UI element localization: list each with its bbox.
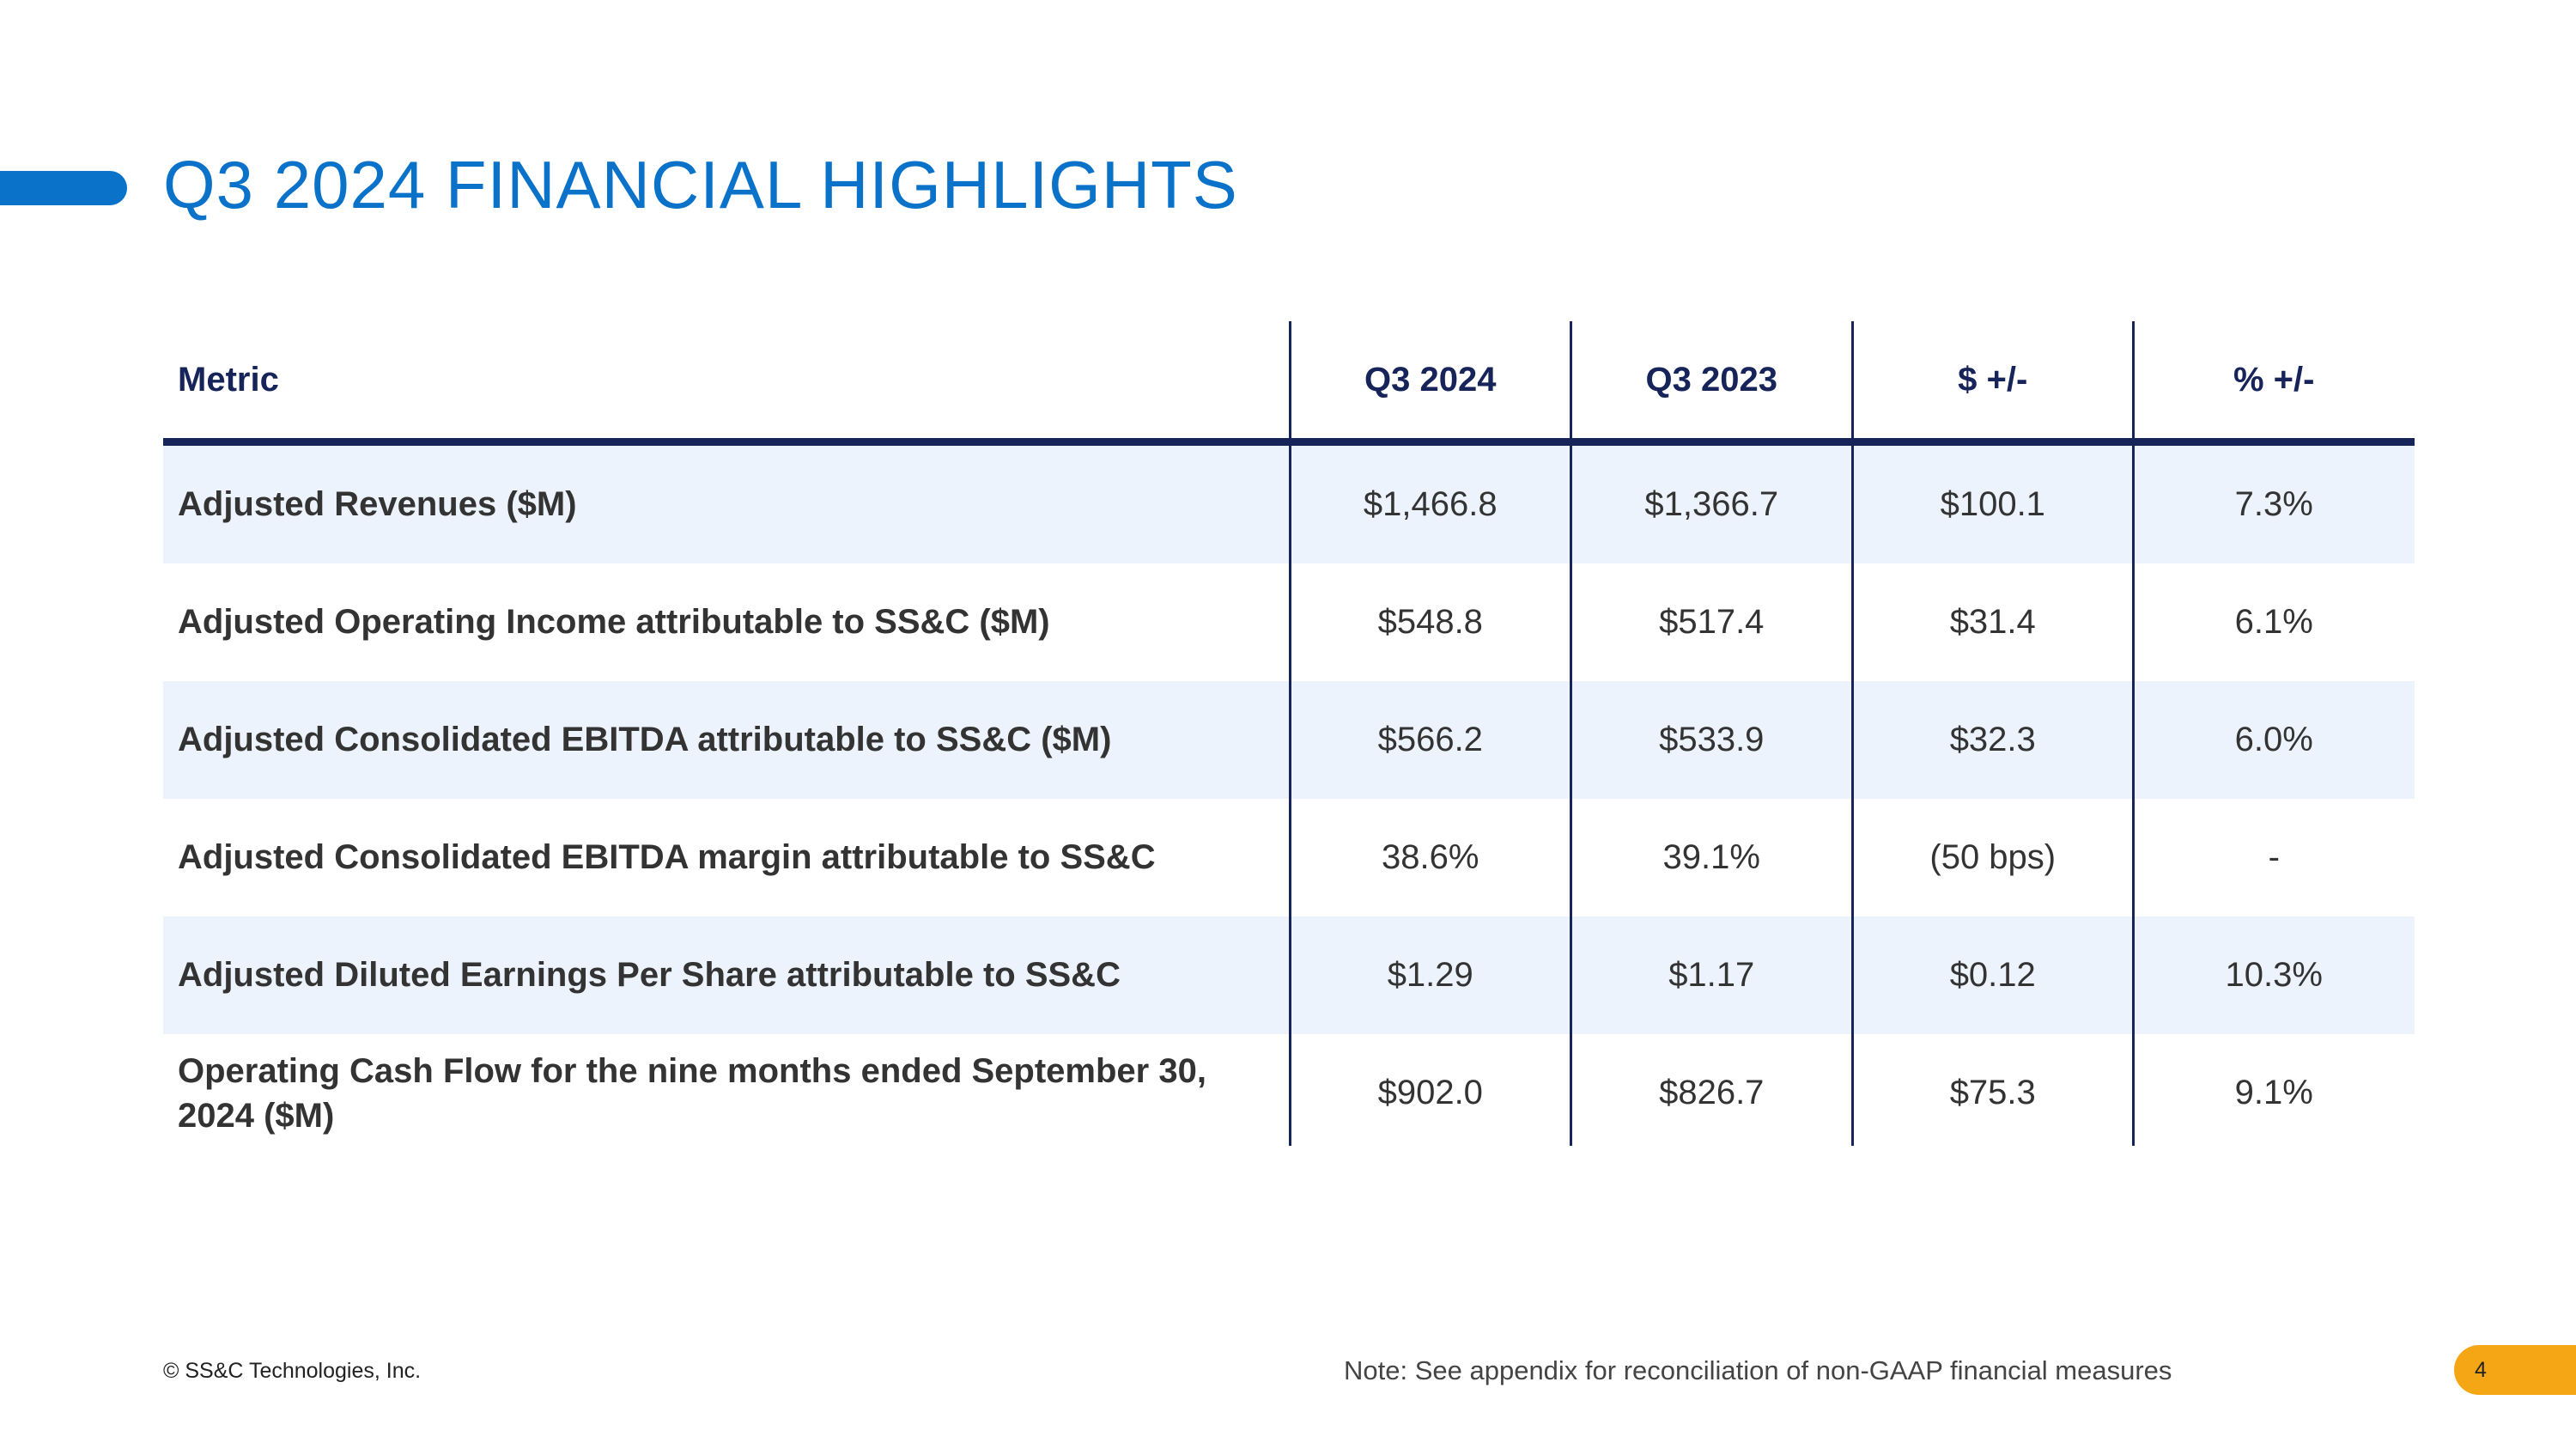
column-divider <box>1851 321 1854 1146</box>
header-dollar-change: $ +/- <box>1958 360 2028 399</box>
value-dollar-change: $31.4 <box>1949 603 2036 641</box>
value-pct-change: 9.1% <box>2234 1074 2313 1111</box>
column-divider <box>2132 321 2135 1146</box>
value-q3-2024: 38.6% <box>1382 838 1479 876</box>
header-pct-change: % +/- <box>2233 360 2315 399</box>
page-title: Q3 2024 FINANCIAL HIGHLIGHTS <box>163 147 1238 222</box>
value-dollar-change: $32.3 <box>1949 721 2036 758</box>
value-q3-2024: $566.2 <box>1377 721 1483 758</box>
value-pct-change: - <box>2268 838 2280 876</box>
column-divider <box>1289 321 1291 1146</box>
value-q3-2023: $517.4 <box>1659 603 1765 641</box>
metric-label: Adjusted Operating Income attributable t… <box>178 603 1050 641</box>
financial-highlights-table: Metric Q3 2024 Q3 2023 $ +/- % +/- Adjus… <box>163 321 2415 1152</box>
column-divider <box>1570 321 1572 1146</box>
header-q3-2023: Q3 2023 <box>1645 360 1777 399</box>
value-q3-2023: 39.1% <box>1662 838 1760 876</box>
metric-label: Adjusted Consolidated EBITDA margin attr… <box>178 838 1156 876</box>
value-q3-2023: $1,366.7 <box>1644 485 1779 523</box>
value-pct-change: 10.3% <box>2225 956 2323 994</box>
page-number-badge: 4 <box>2454 1345 2576 1395</box>
header-q3-2024: Q3 2024 <box>1364 360 1497 399</box>
value-q3-2024: $1.29 <box>1387 956 1473 994</box>
metric-label: Adjusted Consolidated EBITDA attributabl… <box>178 721 1112 758</box>
copyright-text: © SS&C Technologies, Inc. <box>163 1359 422 1383</box>
value-q3-2023: $533.9 <box>1659 721 1765 758</box>
table-row: Adjusted Consolidated EBITDA margin attr… <box>163 799 2415 916</box>
value-dollar-change: $0.12 <box>1949 956 2036 994</box>
value-q3-2023: $1.17 <box>1668 956 1755 994</box>
table-row: Adjusted Operating Income attributable t… <box>163 563 2415 681</box>
table-header-row: Metric Q3 2024 Q3 2023 $ +/- % +/- <box>163 321 2415 438</box>
value-pct-change: 6.1% <box>2234 603 2313 641</box>
value-dollar-change: $75.3 <box>1949 1074 2036 1111</box>
value-q3-2024: $548.8 <box>1377 603 1483 641</box>
value-dollar-change: (50 bps) <box>1929 838 2057 876</box>
footnote: Note: See appendix for reconciliation of… <box>1344 1355 2172 1385</box>
metric-label: Adjusted Revenues ($M) <box>178 485 577 523</box>
metric-label: Adjusted Diluted Earnings Per Share attr… <box>178 956 1121 994</box>
value-q3-2024: $1,466.8 <box>1363 485 1498 523</box>
value-pct-change: 7.3% <box>2234 485 2313 523</box>
title-accent-bar <box>0 171 127 205</box>
table-row: Operating Cash Flow for the nine months … <box>163 1034 2415 1152</box>
value-pct-change: 6.0% <box>2234 721 2313 758</box>
value-q3-2024: $902.0 <box>1377 1074 1483 1111</box>
value-dollar-change: $100.1 <box>1940 485 2045 523</box>
page-number: 4 <box>2475 1357 2487 1382</box>
value-q3-2023: $826.7 <box>1659 1074 1765 1111</box>
header-metric: Metric <box>178 360 279 399</box>
metric-label: Operating Cash Flow for the nine months … <box>178 1051 1206 1135</box>
